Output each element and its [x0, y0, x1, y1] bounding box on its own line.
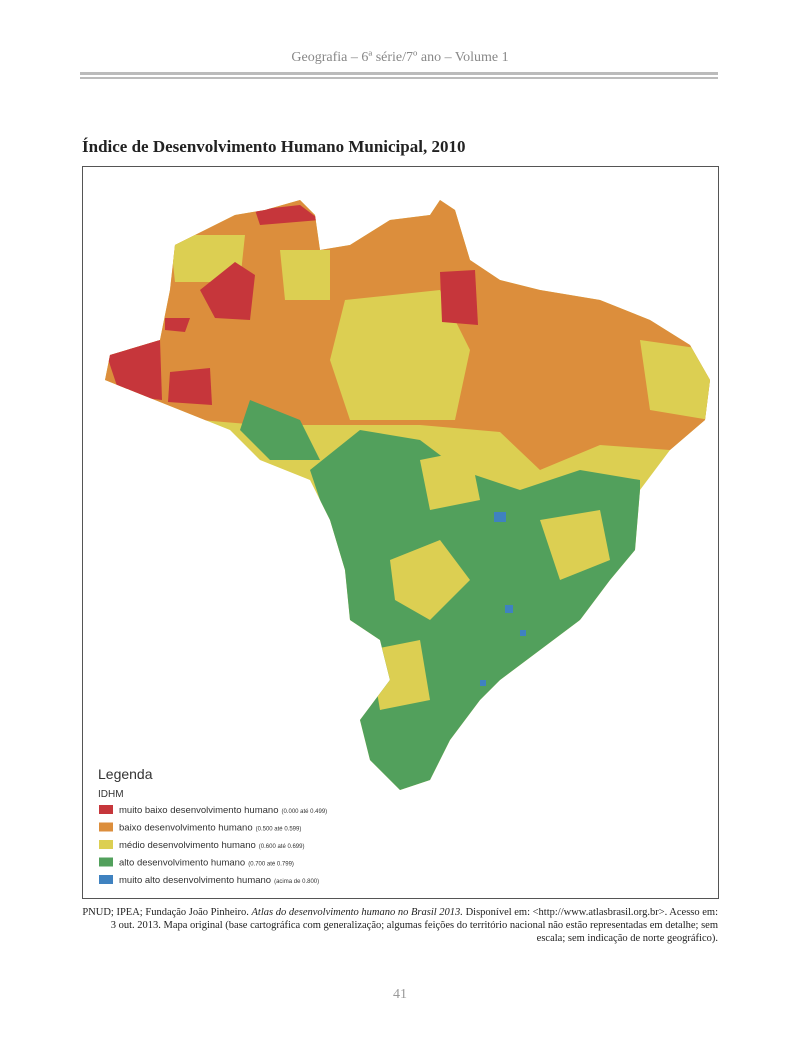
figure-title: Índice de Desenvolvimento Humano Municip…: [82, 137, 466, 156]
region: [280, 250, 330, 300]
legend-swatch: [99, 805, 113, 814]
source-text: PNUD; IPEA; Fundação João Pinheiro.: [82, 907, 252, 918]
running-header: Geografia – 6ª série/7º ano – Volume 1: [291, 50, 509, 65]
region: [168, 368, 212, 405]
source-note: PNUD; IPEA; Fundação João Pinheiro. Atla…: [82, 906, 718, 945]
legend-range: (0.000 até 0.499): [281, 809, 327, 815]
region: [390, 540, 470, 620]
legend-label: médio desenvolvimento humano (0.600 até 0…: [119, 840, 304, 851]
legend-label-text: muito baixo desenvolvimento humano: [119, 805, 278, 816]
legend-label-text: alto desenvolvimento humano: [119, 858, 245, 869]
legend-range: (acima de 0.800): [274, 879, 319, 885]
region: [255, 205, 320, 225]
region: [200, 262, 255, 320]
legend-label: baixo desenvolvimento humano (0.500 até 0…: [119, 823, 301, 834]
legend-title: Legenda: [98, 766, 153, 782]
source-title: Atlas do desenvolvimento humano no Brasi…: [251, 907, 463, 918]
region: [240, 400, 320, 460]
legend-swatch: [99, 822, 113, 832]
header-rule: [80, 72, 718, 75]
region: [330, 290, 470, 420]
legend-label-text: baixo desenvolvimento humano: [119, 823, 253, 834]
region: [420, 450, 480, 510]
region: [540, 510, 610, 580]
region: [640, 340, 710, 420]
legend-subtitle: IDHM: [98, 789, 124, 800]
legend-swatch: [99, 840, 113, 849]
legend-range: (0.600 até 0.699): [259, 844, 305, 850]
legend-label-text: muito alto desenvolvimento humano: [119, 875, 271, 886]
region: [480, 680, 486, 686]
region: [520, 630, 526, 636]
legend-swatch: [99, 875, 113, 884]
page-number: 41: [393, 987, 407, 1002]
region: [440, 270, 478, 325]
region: [505, 605, 513, 613]
legend-range: (0.700 até 0.799): [248, 862, 294, 868]
header-rule: [80, 77, 718, 79]
legend-label-text: médio desenvolvimento humano: [119, 840, 256, 851]
region: [165, 318, 190, 332]
legend-range: (0.500 até 0.599): [256, 827, 302, 833]
legend-swatch: [99, 857, 113, 867]
legend-label: muito baixo desenvolvimento humano (0.000…: [119, 805, 327, 816]
source-text: Disponível em: <http://www.atlasbrasil.o…: [110, 907, 718, 944]
region: [370, 640, 430, 710]
legend: muito baixo desenvolvimento humano (0.000…: [99, 805, 327, 886]
region: [105, 340, 162, 400]
legend-label: alto desenvolvimento humano (0.700 até 0.…: [119, 858, 294, 869]
legend-label: muito alto desenvolvimento humano (acima …: [119, 875, 319, 886]
region: [494, 512, 506, 522]
